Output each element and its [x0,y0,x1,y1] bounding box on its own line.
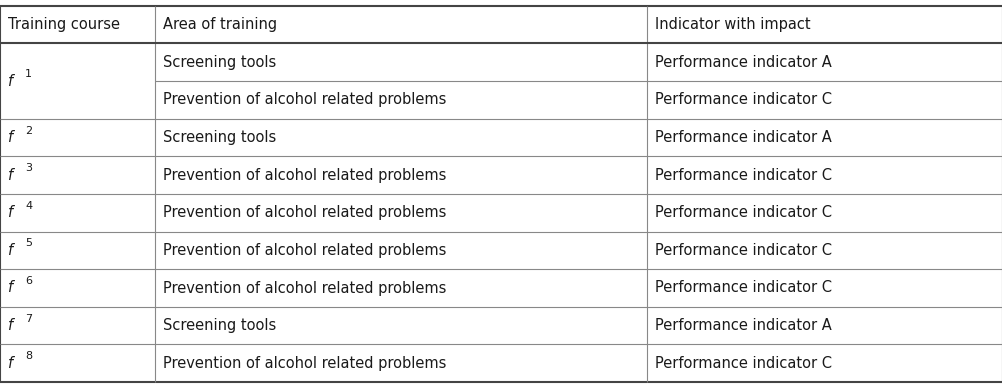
Text: 4: 4 [25,201,32,211]
Text: Prevention of alcohol related problems: Prevention of alcohol related problems [163,92,447,108]
Text: f: f [8,280,13,296]
Text: Performance indicator A: Performance indicator A [654,130,831,145]
Text: Performance indicator C: Performance indicator C [654,356,831,371]
Text: 3: 3 [25,163,32,173]
Text: Screening tools: Screening tools [163,55,277,70]
Text: Performance indicator C: Performance indicator C [654,92,831,108]
Text: Performance indicator C: Performance indicator C [654,205,831,220]
Text: Prevention of alcohol related problems: Prevention of alcohol related problems [163,243,447,258]
Text: 7: 7 [25,314,32,324]
Text: Performance indicator C: Performance indicator C [654,243,831,258]
Text: Screening tools: Screening tools [163,318,277,333]
Text: 2: 2 [25,126,32,136]
Text: 6: 6 [25,276,32,286]
Text: Performance indicator A: Performance indicator A [654,318,831,333]
Text: f: f [8,243,13,258]
Text: Prevention of alcohol related problems: Prevention of alcohol related problems [163,205,447,220]
Text: Prevention of alcohol related problems: Prevention of alcohol related problems [163,356,447,371]
Text: f: f [8,356,13,371]
Text: 8: 8 [25,351,32,361]
Text: Training course: Training course [8,17,120,32]
Text: Prevention of alcohol related problems: Prevention of alcohol related problems [163,280,447,296]
Text: 5: 5 [25,238,32,248]
Text: Performance indicator A: Performance indicator A [654,55,831,70]
Text: f: f [8,205,13,220]
Text: Screening tools: Screening tools [163,130,277,145]
Text: Performance indicator C: Performance indicator C [654,280,831,296]
Text: Performance indicator C: Performance indicator C [654,167,831,183]
Text: f: f [8,318,13,333]
Text: f: f [8,130,13,145]
Text: f: f [8,167,13,183]
Text: 1: 1 [25,69,32,79]
Text: Indicator with impact: Indicator with impact [654,17,810,32]
Text: Area of training: Area of training [163,17,278,32]
Text: f: f [8,73,13,89]
Text: Prevention of alcohol related problems: Prevention of alcohol related problems [163,167,447,183]
